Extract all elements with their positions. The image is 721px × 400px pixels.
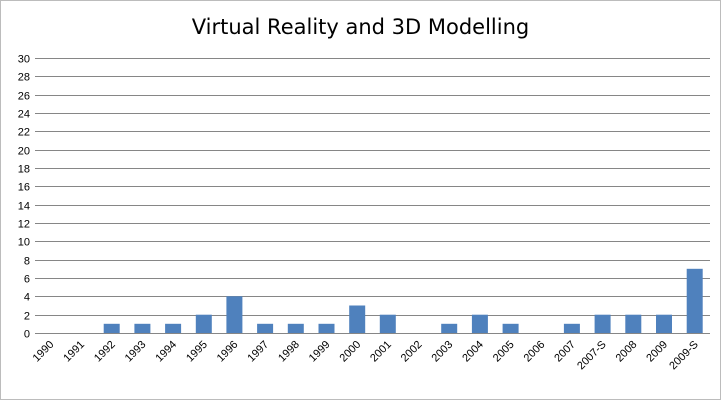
gridlines — [35, 58, 710, 316]
y-tick-label: 22 — [18, 127, 30, 139]
x-tick-label: 2001 — [368, 339, 394, 365]
bar-2003 — [441, 323, 458, 333]
bar-2001 — [379, 314, 396, 333]
bar-1993 — [134, 323, 151, 333]
y-tick-label: 18 — [18, 164, 30, 176]
y-tick-label: 20 — [18, 146, 30, 158]
chart-title: Virtual Reality and 3D Modelling — [191, 15, 530, 39]
x-tick-label: 1999 — [307, 339, 333, 365]
y-tick-label: 14 — [18, 201, 30, 213]
x-tick-label: 2008 — [614, 339, 640, 365]
y-tick-label: 4 — [24, 292, 30, 304]
y-tick-label: 28 — [18, 72, 30, 84]
bar-1999 — [318, 323, 335, 333]
bar-1992 — [103, 323, 120, 333]
bar-1997 — [257, 323, 274, 333]
x-tick-label: 1997 — [245, 339, 271, 365]
y-tick-label: 8 — [24, 256, 30, 268]
bar-2005 — [502, 323, 519, 333]
x-tick-label: 2006 — [522, 339, 548, 365]
bar-2007-S — [594, 314, 611, 333]
y-tick-label: 12 — [18, 219, 30, 231]
x-tick-label: 2002 — [399, 339, 425, 365]
bar-2004 — [471, 314, 488, 333]
bar-1996 — [226, 296, 243, 333]
x-tick-label: 2000 — [338, 339, 364, 365]
bar-1994 — [165, 323, 182, 333]
x-tick-label: 1994 — [153, 339, 179, 365]
bar-2009 — [656, 314, 672, 333]
x-tick-label: 2004 — [460, 339, 486, 365]
bar-2008 — [625, 314, 642, 333]
x-tick-label: 1996 — [215, 339, 241, 365]
x-tick-label: 2007-S — [575, 339, 609, 373]
y-tick-label: 6 — [24, 274, 30, 286]
bar-1998 — [287, 323, 304, 333]
y-tick-label: 24 — [18, 109, 30, 121]
bar-2000 — [349, 305, 366, 333]
y-tick-label: 2 — [24, 311, 30, 323]
x-tick-label: 1992 — [92, 339, 118, 365]
bar-2007 — [563, 323, 580, 333]
y-tick-label: 30 — [18, 54, 30, 66]
bars — [103, 268, 703, 333]
x-tick-label: 2005 — [491, 339, 517, 365]
x-tick-label: 2009-S — [667, 339, 701, 373]
bar-2009-S — [686, 268, 703, 333]
y-tick-label: 10 — [18, 237, 30, 249]
y-tick-label: 26 — [18, 91, 30, 103]
x-tick-label: 1993 — [123, 339, 149, 365]
y-tick-label: 16 — [18, 182, 30, 194]
bar-1995 — [195, 314, 212, 333]
x-tick-label: 2009 — [644, 339, 670, 365]
x-tick-label: 1995 — [184, 339, 210, 365]
x-tick-label: 1998 — [276, 339, 302, 365]
x-tick-label: 1990 — [31, 339, 57, 365]
y-tick-label: 0 — [24, 329, 30, 341]
x-tick-label: 2007 — [552, 339, 578, 365]
x-tick-label: 1991 — [61, 339, 87, 365]
x-axis-tick-labels: 1990 1991 1992 1993 1994 1995 1996 1997 1998 1999… — [31, 339, 701, 373]
x-tick-label: 2003 — [430, 339, 456, 365]
